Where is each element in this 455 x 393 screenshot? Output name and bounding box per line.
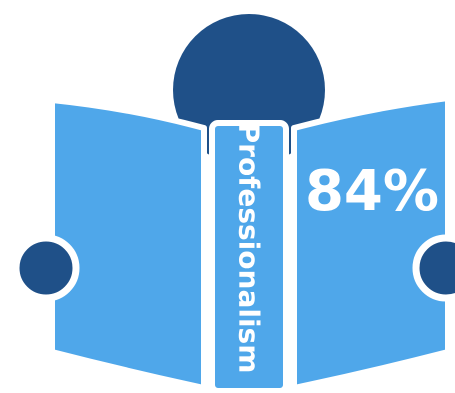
left-hand-front [12,234,80,302]
metric-label: Professionalism [233,123,266,374]
book-right-page [291,95,451,391]
right-hand-front [412,234,455,302]
book-spine [209,120,289,393]
book-left-page [49,97,207,391]
metric-value: 84% [305,159,439,224]
